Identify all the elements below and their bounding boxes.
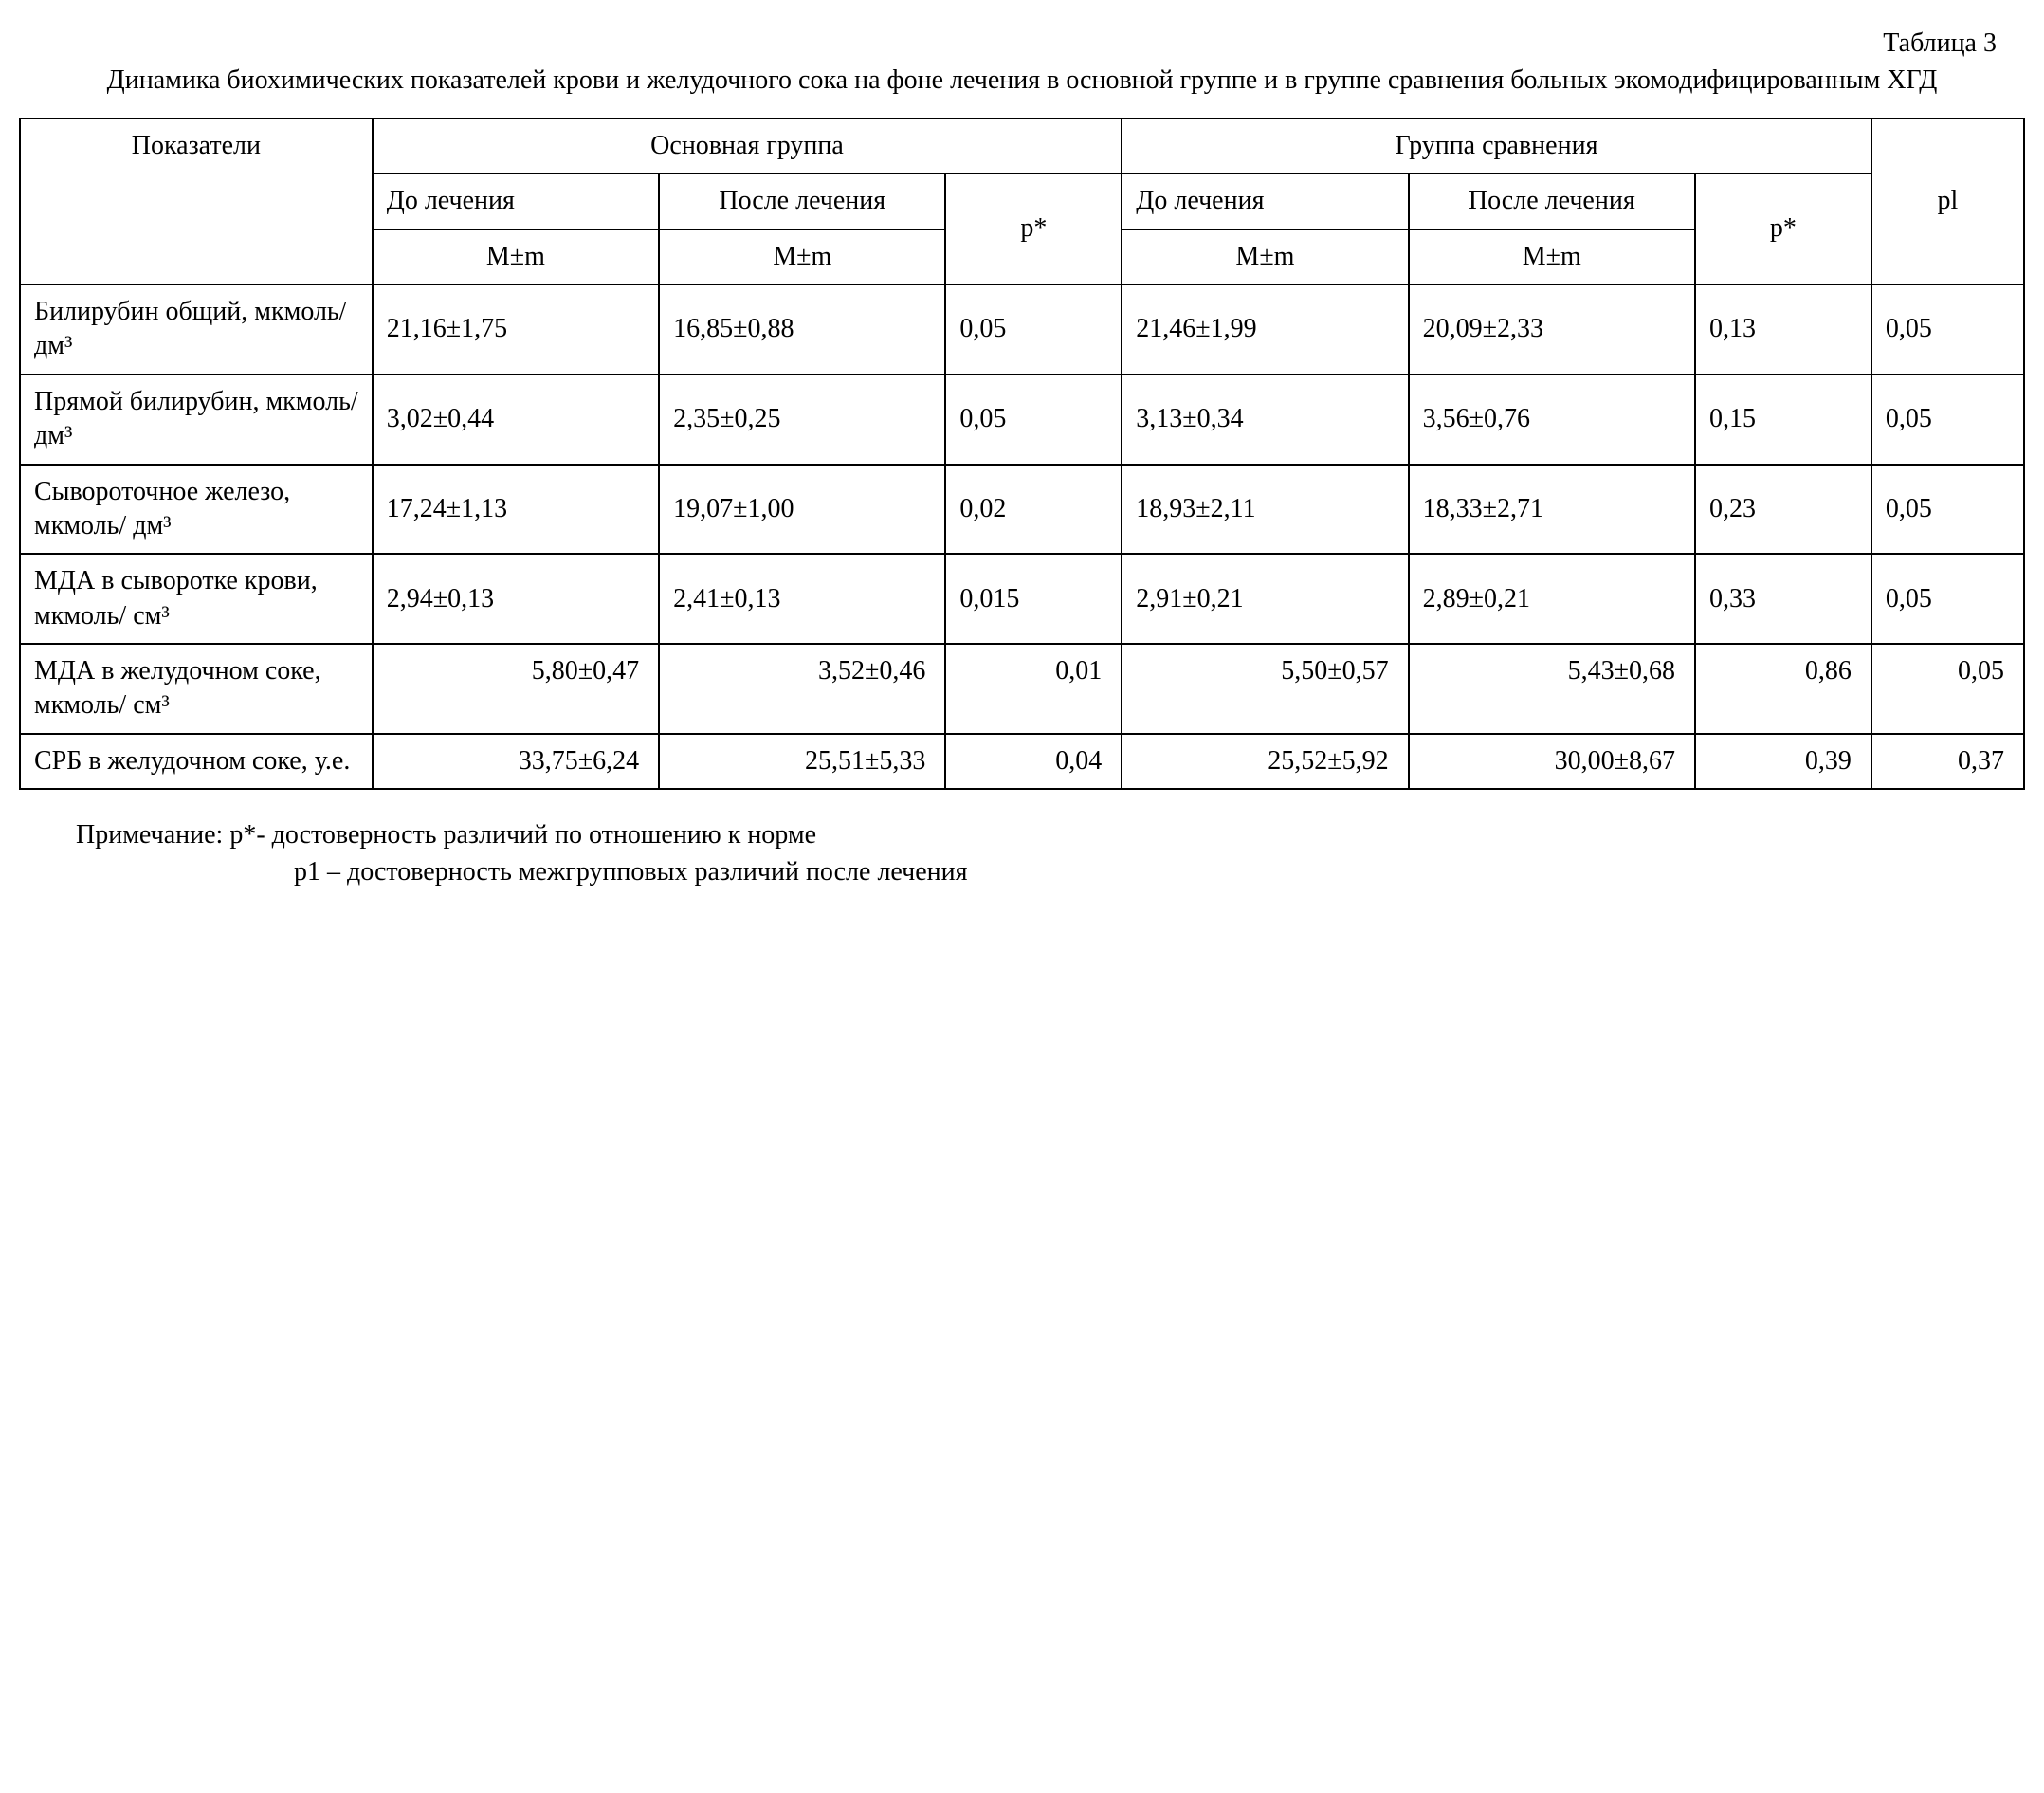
cell-main-after: 2,41±0,13 xyxy=(659,554,945,644)
cell-comp-after: 30,00±8,67 xyxy=(1409,734,1695,789)
cell-main-before: 33,75±6,24 xyxy=(373,734,659,789)
cell-p1: 0,37 xyxy=(1871,734,2024,789)
cell-comp-before: 21,46±1,99 xyxy=(1122,284,1408,375)
table-row: Сывороточное железо, мкмоль/ дм³17,24±1,… xyxy=(20,465,2024,555)
cell-main-p: 0,05 xyxy=(945,375,1122,465)
cell-main-before: 5,80±0,47 xyxy=(373,644,659,734)
cell-main-p: 0,02 xyxy=(945,465,1122,555)
th-mm-4: M±m xyxy=(1409,229,1695,284)
cell-main-after: 2,35±0,25 xyxy=(659,375,945,465)
cell-main-p: 0,01 xyxy=(945,644,1122,734)
cell-comp-p: 0,86 xyxy=(1695,644,1871,734)
cell-comp-before: 2,91±0,21 xyxy=(1122,554,1408,644)
footnote: Примечание: р*- достоверность различий п… xyxy=(19,816,2025,890)
th-comp-after: После лечения xyxy=(1409,174,1695,229)
th-mm-2: M±m xyxy=(659,229,945,284)
table-row: СРБ в желудочном соке, у.е.33,75±6,2425,… xyxy=(20,734,2024,789)
cell-p1: 0,05 xyxy=(1871,465,2024,555)
cell-main-before: 2,94±0,13 xyxy=(373,554,659,644)
cell-comp-after: 3,56±0,76 xyxy=(1409,375,1695,465)
cell-comp-after: 18,33±2,71 xyxy=(1409,465,1695,555)
cell-comp-before: 25,52±5,92 xyxy=(1122,734,1408,789)
cell-main-after: 25,51±5,33 xyxy=(659,734,945,789)
cell-p1: 0,05 xyxy=(1871,554,2024,644)
table-header-row-1: Показатели Основная группа Группа сравне… xyxy=(20,119,2024,174)
cell-main-after: 19,07±1,00 xyxy=(659,465,945,555)
cell-comp-p: 0,39 xyxy=(1695,734,1871,789)
cell-main-p: 0,04 xyxy=(945,734,1122,789)
cell-comp-after: 20,09±2,33 xyxy=(1409,284,1695,375)
cell-label: МДА в сыворотке крови, мкмоль/ см³ xyxy=(20,554,373,644)
th-indicators: Показатели xyxy=(20,119,373,284)
th-comp-before: До лечения xyxy=(1122,174,1408,229)
th-main-after: После лечения xyxy=(659,174,945,229)
table-row: МДА в желудочном соке, мкмоль/ см³5,80±0… xyxy=(20,644,2024,734)
table-row: Билирубин общий, мкмоль/ дм³21,16±1,7516… xyxy=(20,284,2024,375)
cell-main-before: 21,16±1,75 xyxy=(373,284,659,375)
th-comp-group: Группа сравнения xyxy=(1122,119,1871,174)
cell-main-after: 16,85±0,88 xyxy=(659,284,945,375)
cell-p1: 0,05 xyxy=(1871,284,2024,375)
cell-comp-before: 5,50±0,57 xyxy=(1122,644,1408,734)
footnote-line-1: Примечание: р*- достоверность различий п… xyxy=(76,816,2025,853)
cell-comp-before: 3,13±0,34 xyxy=(1122,375,1408,465)
cell-p1: 0,05 xyxy=(1871,375,2024,465)
cell-comp-p: 0,23 xyxy=(1695,465,1871,555)
table-caption: Динамика биохимических показателей крови… xyxy=(19,63,2025,99)
cell-comp-p: 0,33 xyxy=(1695,554,1871,644)
cell-comp-before: 18,93±2,11 xyxy=(1122,465,1408,555)
th-main-group: Основная группа xyxy=(373,119,1122,174)
cell-label: Сывороточное железо, мкмоль/ дм³ xyxy=(20,465,373,555)
cell-label: СРБ в желудочном соке, у.е. xyxy=(20,734,373,789)
cell-label: Билирубин общий, мкмоль/ дм³ xyxy=(20,284,373,375)
cell-main-after: 3,52±0,46 xyxy=(659,644,945,734)
th-p1: pl xyxy=(1871,119,2024,284)
cell-main-before: 17,24±1,13 xyxy=(373,465,659,555)
cell-label: МДА в желудочном соке, мкмоль/ см³ xyxy=(20,644,373,734)
table-body: Билирубин общий, мкмоль/ дм³21,16±1,7516… xyxy=(20,284,2024,789)
cell-main-p: 0,015 xyxy=(945,554,1122,644)
cell-main-before: 3,02±0,44 xyxy=(373,375,659,465)
table-row: МДА в сыворотке крови, мкмоль/ см³2,94±0… xyxy=(20,554,2024,644)
footnote-line-2: р1 – достоверность межгрупповых различий… xyxy=(76,853,2025,890)
cell-comp-p: 0,15 xyxy=(1695,375,1871,465)
th-main-p: р* xyxy=(945,174,1122,284)
th-mm-1: M±m xyxy=(373,229,659,284)
th-main-before: До лечения xyxy=(373,174,659,229)
cell-main-p: 0,05 xyxy=(945,284,1122,375)
cell-comp-after: 2,89±0,21 xyxy=(1409,554,1695,644)
cell-comp-p: 0,13 xyxy=(1695,284,1871,375)
th-comp-p: р* xyxy=(1695,174,1871,284)
table-number: Таблица 3 xyxy=(19,28,2025,59)
table-row: Прямой билирубин, мкмоль/ дм³3,02±0,442,… xyxy=(20,375,2024,465)
cell-p1: 0,05 xyxy=(1871,644,2024,734)
cell-label: Прямой билирубин, мкмоль/ дм³ xyxy=(20,375,373,465)
data-table: Показатели Основная группа Группа сравне… xyxy=(19,118,2025,790)
th-mm-3: M±m xyxy=(1122,229,1408,284)
cell-comp-after: 5,43±0,68 xyxy=(1409,644,1695,734)
